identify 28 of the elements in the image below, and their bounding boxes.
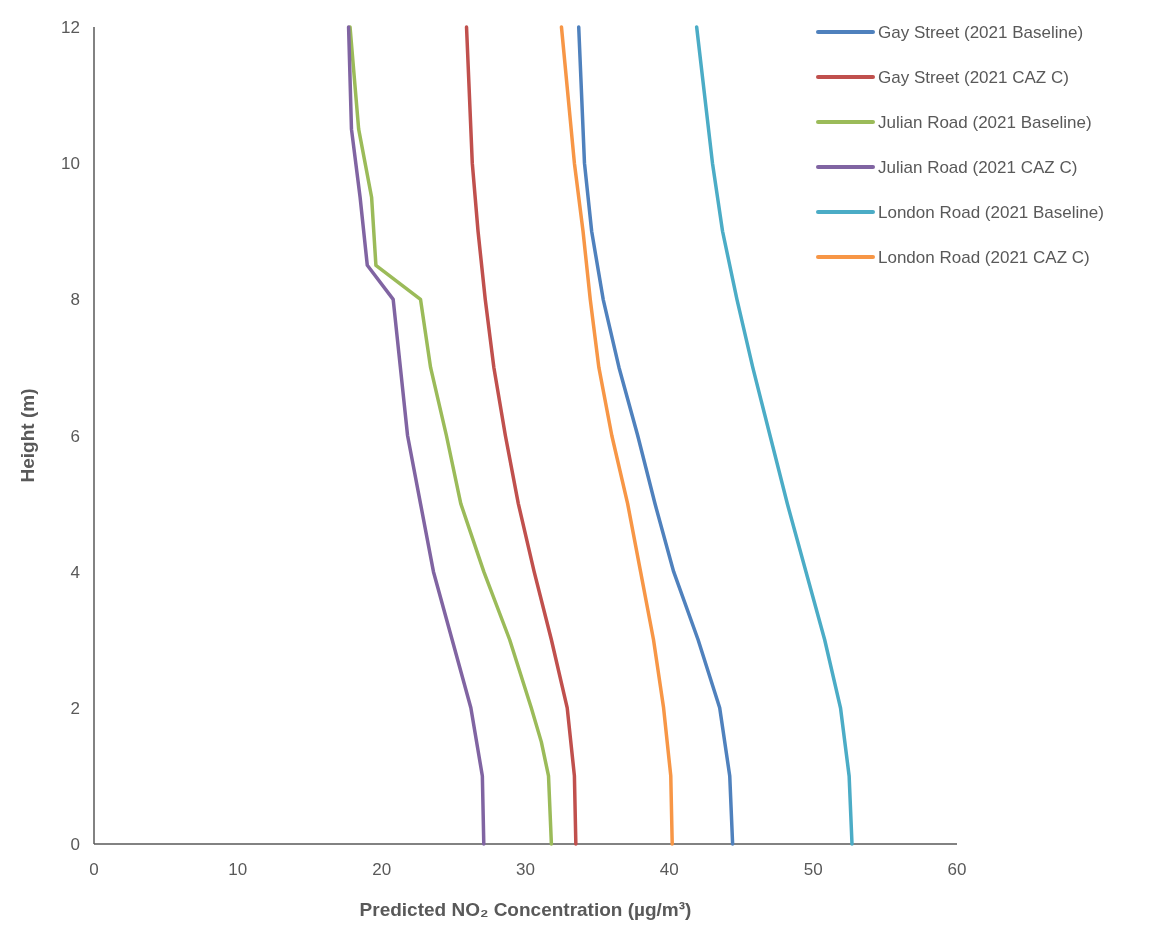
- legend-label: Gay Street (2021 Baseline): [878, 23, 1084, 42]
- y-tick-label: 0: [70, 835, 80, 854]
- x-tick-label: 20: [372, 860, 392, 879]
- y-tick-label: 4: [70, 562, 80, 582]
- line-series: [464, 25, 578, 846]
- x-tick-label: 0: [89, 860, 99, 879]
- legend-label: Julian Road (2021 CAZ C): [878, 158, 1078, 177]
- legend-label: Julian Road (2021 Baseline): [878, 113, 1092, 132]
- legend-label: London Road (2021 CAZ C): [878, 248, 1090, 267]
- line-series: [559, 25, 674, 846]
- x-tick-label: 30: [516, 860, 535, 879]
- line-series: [348, 25, 554, 846]
- x-axis-title: Predicted NO₂ Concentration (µg/m³): [359, 899, 692, 920]
- x-tick-label: 60: [947, 860, 967, 879]
- line-series: [576, 25, 735, 846]
- line-series: [694, 25, 854, 846]
- legend-label: London Road (2021 Baseline): [878, 203, 1104, 222]
- line-series: [346, 25, 486, 846]
- y-tick-label: 6: [70, 426, 80, 446]
- y-tick-label: 8: [70, 290, 80, 310]
- y-tick-label: 2: [70, 698, 80, 718]
- legend-label: Gay Street (2021 CAZ C): [878, 68, 1069, 87]
- y-tick-label: 10: [61, 154, 80, 174]
- y-tick-label: 12: [61, 18, 80, 37]
- x-tick-label: 50: [803, 860, 823, 879]
- x-tick-label: 40: [659, 860, 679, 879]
- y-axis-title: Height (m): [17, 388, 38, 483]
- x-tick-label: 10: [228, 860, 248, 879]
